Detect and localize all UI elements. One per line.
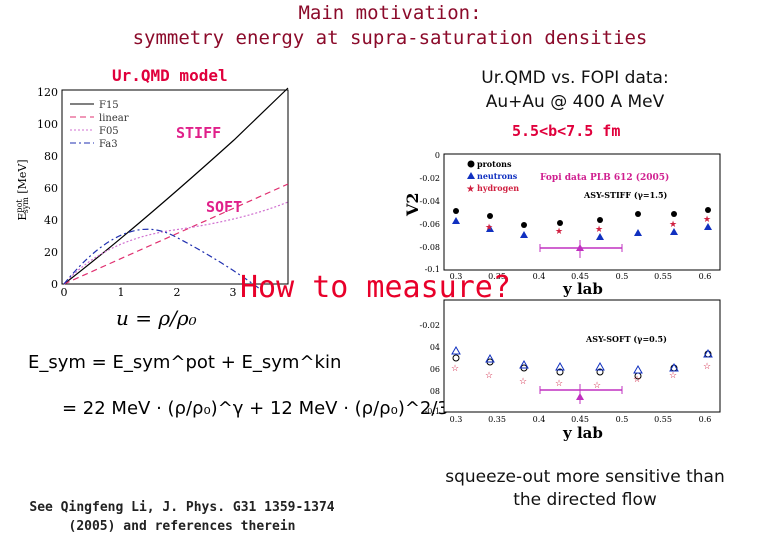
- legend-protons: protons: [477, 159, 512, 169]
- v2w-xtick-1: 0.35: [488, 415, 506, 424]
- footnote-line-1: See Qingfeng Li, J. Phys. G31 1359-1374: [29, 500, 335, 515]
- v2s-xtick-1: 0.35: [488, 272, 506, 281]
- v2-plot-stiff: V2 0 -0.02 -0.04 -0.06 -0.08 -0.1 0.3 0.…: [403, 151, 721, 281]
- legend-fa3: Fa3: [99, 139, 118, 150]
- soft-label: SOFT: [206, 198, 243, 216]
- v2s-xtick-3: 0.45: [571, 272, 589, 281]
- v2w-xtick-0: 0.3: [450, 415, 463, 424]
- esym-ytick-60: 60: [44, 182, 58, 195]
- v2w-xtick-3: 0.45: [571, 415, 589, 424]
- v2s-xtick-6: 0.6: [699, 272, 712, 281]
- svg-text:☆: ☆: [485, 371, 493, 381]
- v2-soft-xlabel: y lab: [563, 424, 603, 442]
- asy-soft-label: ASY-SOFT (γ=0.5): [585, 334, 667, 344]
- esym-xtick-1: 1: [118, 286, 125, 299]
- v2s-ytick-3: -0.06: [419, 220, 440, 229]
- v2w-ytick-4: -0.1: [425, 407, 440, 416]
- v2w-xtick-2: 0.4: [533, 415, 546, 424]
- esym-xtick-3: 3: [230, 286, 237, 299]
- svg-text:☆: ☆: [451, 364, 459, 374]
- esym-ytick-120: 120: [37, 86, 58, 99]
- curve-fa3: [63, 228, 265, 293]
- stiff-label: STIFF: [176, 124, 222, 142]
- esym-ytick-80: 80: [44, 150, 58, 163]
- svg-text:☆: ☆: [703, 362, 711, 372]
- v2-stiff-points: ★ ★ ★ ★ ★: [452, 207, 712, 258]
- esym-expression: = 22 MeV · (ρ/ρ₀)^γ + 12 MeV · (ρ/ρ₀)^2/…: [62, 398, 449, 419]
- legend-neutrons: neutrons: [477, 171, 518, 181]
- legend-protons-marker: [467, 160, 475, 168]
- u-formula: u = ρ/ρ₀: [116, 306, 197, 330]
- v2s-ytick-2: -0.04: [419, 197, 440, 206]
- esym-plot: 0 20 40 60 80 100 120 0 1 2 3 Epotsym [M…: [15, 86, 289, 299]
- v2w-ytick-2: 06: [430, 365, 440, 374]
- note-line-1: squeeze-out more sensitive than: [445, 467, 725, 487]
- fopi-reference: Fopi data PLB 612 (2005): [540, 172, 669, 183]
- svg-text:★: ★: [485, 223, 493, 233]
- curve-f15: [63, 87, 289, 285]
- v2s-xtick-2: 0.4: [533, 272, 546, 281]
- v2w-ytick-1: 04: [430, 343, 440, 352]
- svg-text:☆: ☆: [555, 379, 563, 389]
- curve-f05: [63, 201, 289, 285]
- how-to-measure: How to measure?: [240, 270, 511, 305]
- v2s-xtick-4: 0.5: [616, 272, 629, 281]
- urqmd-model-label: Ur.QMD model: [112, 66, 228, 85]
- v2s-ytick-0: 0: [435, 151, 440, 160]
- esym-ytick-0: 0: [51, 278, 58, 291]
- esym-xtick-0: 0: [61, 286, 68, 299]
- title-line-2: symmetry energy at supra-saturation dens…: [132, 27, 648, 49]
- v2w-ytick-3: 08: [430, 387, 440, 396]
- v2-soft-frame: [443, 299, 721, 413]
- legend-f05: F05: [99, 126, 119, 137]
- legend-f15: F15: [99, 100, 119, 111]
- esym-xtick-2: 2: [174, 286, 181, 299]
- v2w-xtick-5: 0.55: [654, 415, 672, 424]
- v2w-xtick-6: 0.6: [699, 415, 712, 424]
- esym-plot-frame: [61, 89, 289, 285]
- svg-text:☆: ☆: [669, 371, 677, 381]
- esym-ytick-100: 100: [37, 118, 58, 131]
- v2s-xtick-5: 0.55: [654, 272, 672, 281]
- esym-definition: E_sym = E_sym^pot + E_sym^kin: [28, 352, 342, 373]
- title-line-1: Main motivation:: [298, 2, 482, 24]
- v2s-xtick-0: 0.3: [450, 272, 463, 281]
- v2s-ytick-4: -0.08: [419, 243, 440, 252]
- v2s-ytick-5: -0.1: [425, 265, 440, 274]
- curve-linear: [63, 183, 289, 285]
- note-line-2: the directed flow: [513, 490, 657, 510]
- right-heading-2: Au+Au @ 400 A MeV: [485, 92, 665, 112]
- svg-text:★: ★: [703, 215, 711, 225]
- v2-soft-points: ☆ ☆ ☆ ☆ ☆ ☆ ☆ ☆: [451, 345, 713, 404]
- v2s-ytick-1: -0.02: [419, 174, 440, 183]
- esym-ytick-40: 40: [44, 214, 58, 227]
- svg-text:☆: ☆: [519, 377, 527, 387]
- svg-text:☆: ☆: [633, 375, 641, 385]
- svg-text:★: ★: [669, 220, 677, 230]
- right-heading-1: Ur.QMD vs. FOPI data:: [481, 68, 669, 88]
- v2-stiff-xlabel: y lab: [563, 280, 603, 298]
- v2-ylabel: V2: [403, 192, 422, 217]
- legend-neutrons-marker: [467, 172, 475, 179]
- legend-hydrogen: hydrogen: [477, 183, 519, 193]
- v2w-ytick-0: -0.02: [419, 321, 440, 330]
- impact-parameter: 5.5<b<7.5 fm: [512, 122, 621, 140]
- v2-plot-soft: -0.02 04 06 08 -0.1 0.3 0.35 0.4 0.45 0.…: [419, 299, 721, 424]
- esym-ytick-20: 20: [44, 246, 58, 259]
- svg-text:★: ★: [555, 227, 563, 237]
- asy-stiff-label: ASY-STIFF (γ=1.5): [583, 190, 668, 200]
- esym-ylabel: Epotsym [MeV]: [15, 159, 30, 220]
- legend-linear: linear: [99, 113, 129, 124]
- v2w-xtick-4: 0.5: [616, 415, 629, 424]
- legend-hydrogen-marker: ★: [466, 184, 475, 195]
- svg-text:☆: ☆: [593, 381, 601, 391]
- svg-text:★: ★: [595, 225, 603, 235]
- footnote-line-2: (2005) and references therein: [68, 519, 296, 534]
